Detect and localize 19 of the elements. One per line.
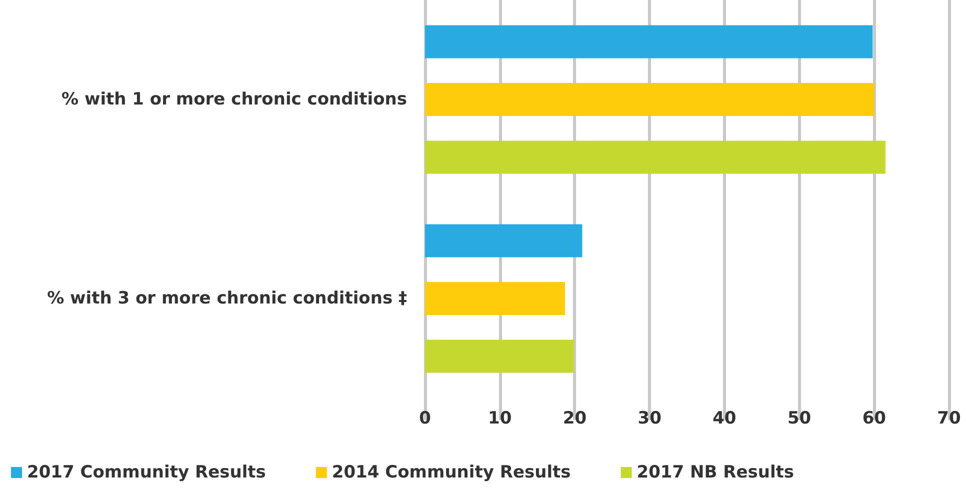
x-tick-label: 50: [787, 408, 812, 428]
legend-label: 2014 Community Results: [332, 462, 571, 482]
x-tick-label: 60: [862, 408, 886, 428]
x-tick-label: 0: [419, 408, 432, 428]
x-tick-label: 30: [638, 408, 662, 428]
y-tick-label: % with 3 or more chronic conditions ‡: [47, 288, 407, 308]
x-tick-label: 20: [562, 408, 587, 428]
x-tick-label: 70: [937, 408, 961, 428]
y-tick-label: % with 1 or more chronic conditions: [62, 90, 407, 110]
bar: [425, 140, 886, 174]
bar: [425, 25, 873, 58]
bar: [425, 224, 582, 258]
x-tick-label: 40: [712, 408, 736, 428]
legend-label: 2017 NB Results: [636, 462, 794, 482]
legend-label: 2017 Community Results: [27, 462, 266, 482]
bar: [425, 282, 565, 315]
bar: [425, 83, 874, 116]
bar: [425, 340, 574, 373]
x-tick-label: 10: [488, 408, 512, 428]
